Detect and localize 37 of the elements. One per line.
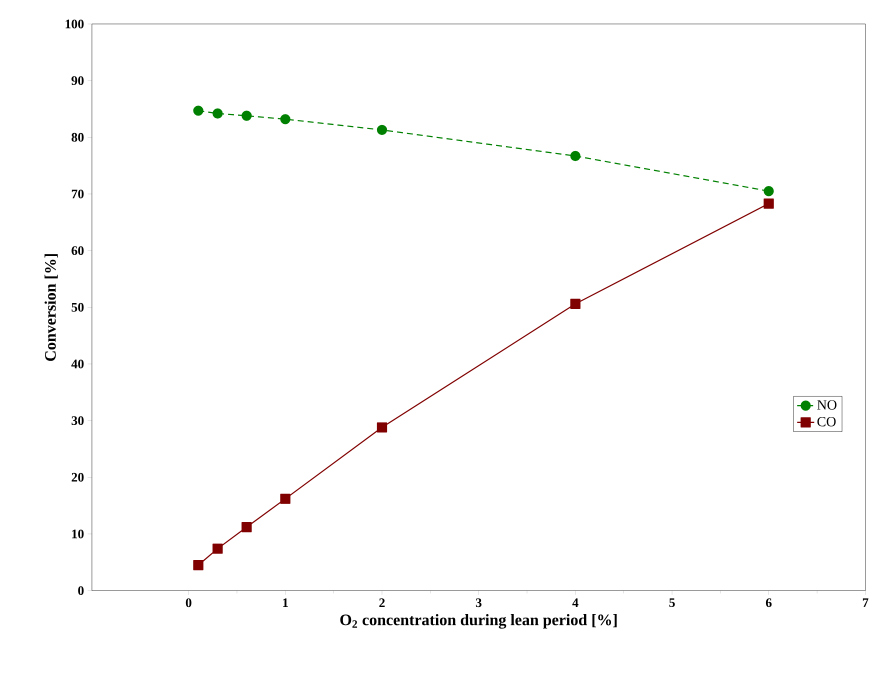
x-tick-label: 7 xyxy=(862,598,868,608)
point xyxy=(764,198,774,209)
point xyxy=(193,560,204,570)
legend-label: CO xyxy=(817,417,836,427)
y-tick-label: 70 xyxy=(72,190,84,199)
x-axis-title: O$_{2}$ concentration during lean period [%] xyxy=(340,614,617,629)
x-tick-label: 4 xyxy=(572,598,578,608)
x-tick-label: 2 xyxy=(379,598,385,608)
point xyxy=(570,299,580,310)
x-tick-label: 6 xyxy=(766,598,772,608)
point xyxy=(280,494,290,504)
point xyxy=(212,108,223,119)
point xyxy=(212,544,223,554)
y-axis-title: Conversion [%] xyxy=(44,254,58,362)
x-tick-label: 1 xyxy=(283,598,288,608)
point xyxy=(242,522,252,532)
y-tick-label: 10 xyxy=(72,530,84,539)
legend-label: NO xyxy=(817,400,836,410)
point xyxy=(570,151,580,162)
point xyxy=(376,125,388,136)
y-tick-label: 60 xyxy=(72,246,84,256)
x-tick-label: 3 xyxy=(476,598,482,608)
x-tick-label: 0 xyxy=(186,598,192,608)
y-tick-label: 80 xyxy=(72,133,84,142)
y-tick-label: 50 xyxy=(72,303,84,312)
point xyxy=(764,186,774,196)
point xyxy=(376,422,388,433)
y-tick-label: 30 xyxy=(72,416,84,426)
point xyxy=(280,114,290,124)
y-tick-label: 40 xyxy=(71,360,84,369)
point xyxy=(242,110,252,122)
x-tick-label: 5 xyxy=(669,598,675,608)
point xyxy=(193,106,204,116)
y-tick-label: 0 xyxy=(78,586,84,596)
y-tick-label: 100 xyxy=(66,20,84,29)
y-tick-label: 20 xyxy=(72,473,84,482)
y-tick-label: 90 xyxy=(72,76,84,86)
